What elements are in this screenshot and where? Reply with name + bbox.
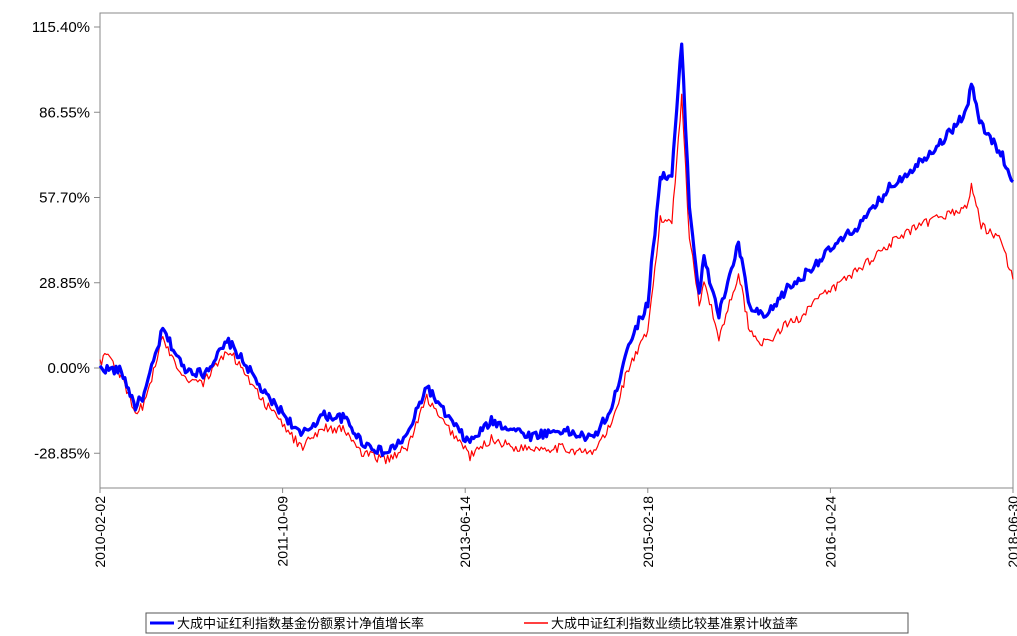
legend-label-benchmark: 大成中证红利指数业绩比较基准累计收益率 (551, 616, 798, 632)
plot-frame (99, 12, 1014, 489)
x-tick-label: 2010-02-02 (92, 496, 108, 568)
x-axis: 2010-02-02 2011-10-09 2013-06-14 2015-02-18… (92, 488, 1017, 568)
series-line-fund (98, 42, 1015, 458)
series-line-benchmark (99, 93, 1014, 465)
y-tick-label: 57.70% (39, 190, 90, 207)
y-tick-label: 115.40% (32, 19, 90, 36)
y-tick-label: -28.85% (34, 445, 90, 462)
y-axis: 115.40% 86.55% 57.70% 28.85% 0.00% -28.85% (32, 19, 100, 462)
x-tick-label: 2011-10-09 (275, 496, 291, 567)
x-tick-label: 2015-02-18 (640, 496, 656, 568)
series-layer (98, 42, 1015, 465)
legend: 大成中证红利指数基金份额累计净值增长率 大成中证红利指数业绩比较基准累计收益率 (145, 612, 909, 634)
y-tick-label: 0.00% (47, 360, 90, 377)
plot-area: 115.40% 86.55% 57.70% 28.85% 0.00% -28.85% 20… (32, 12, 1017, 568)
x-tick-label: 2018-06-30 (1005, 496, 1017, 568)
y-tick-label: 28.85% (39, 275, 90, 292)
legend-label-fund: 大成中证红利指数基金份额累计净值增长率 (177, 616, 424, 632)
y-tick-label: 86.55% (39, 104, 90, 121)
x-tick-label: 2016-10-24 (822, 496, 838, 568)
x-tick-label: 2013-06-14 (457, 496, 473, 568)
